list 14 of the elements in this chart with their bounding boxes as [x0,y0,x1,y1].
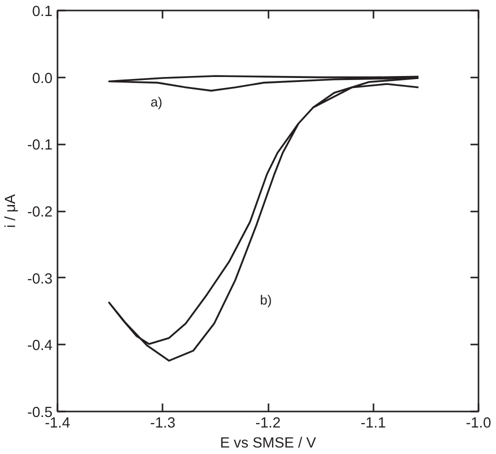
x-tick-label: -1.3 [150,416,176,432]
y-tick-label: 0.0 [32,70,52,87]
x-axis-title: E vs SMSE / V [220,436,316,452]
x-tick-label: -1.2 [255,416,281,432]
y-tick-label: -0.3 [27,271,53,288]
annotation: b) [260,292,272,308]
y-axis-title: i / μA [3,194,20,228]
x-tick-label: -1.1 [360,416,386,432]
y-tick-label: -0.1 [27,138,53,154]
x-tick-label: -1.0 [466,416,492,432]
y-tick-label: -0.2 [27,204,53,220]
y-tick-label: 0.1 [32,4,52,20]
annotation: a) [150,94,162,110]
y-tick-label: -0.4 [27,338,53,354]
